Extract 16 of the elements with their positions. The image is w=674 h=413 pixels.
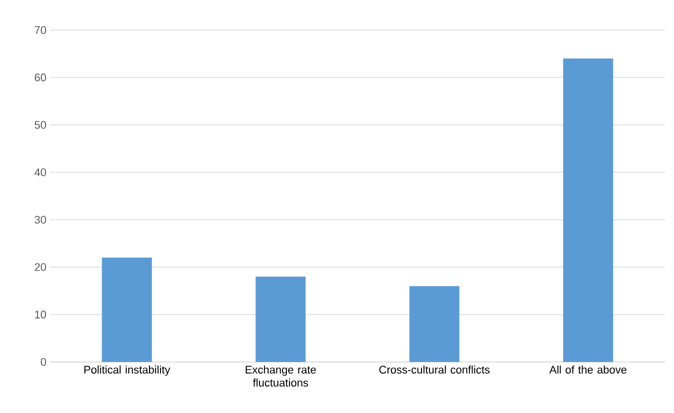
x-tick-label: All of the above <box>549 366 626 374</box>
y-tick-label: 0 <box>40 358 46 366</box>
y-tick-label: 30 <box>34 216 46 224</box>
x-tick-label: Political instability <box>84 366 170 376</box>
bar <box>102 258 152 362</box>
bar <box>409 286 460 362</box>
y-tick-label: 20 <box>34 263 46 272</box>
y-tick-label: 40 <box>34 168 46 176</box>
y-tick-label: 50 <box>34 120 46 129</box>
x-tick-label: Exchange rate fluctuations <box>246 366 316 387</box>
y-tick-label: 10 <box>35 310 46 318</box>
y-tick-label: 60 <box>34 74 46 82</box>
y-tick-label: 70 <box>34 26 46 34</box>
x-tick-label: Cross-cultural conflicts <box>379 366 490 374</box>
bar <box>256 276 306 362</box>
bar <box>563 58 614 362</box>
